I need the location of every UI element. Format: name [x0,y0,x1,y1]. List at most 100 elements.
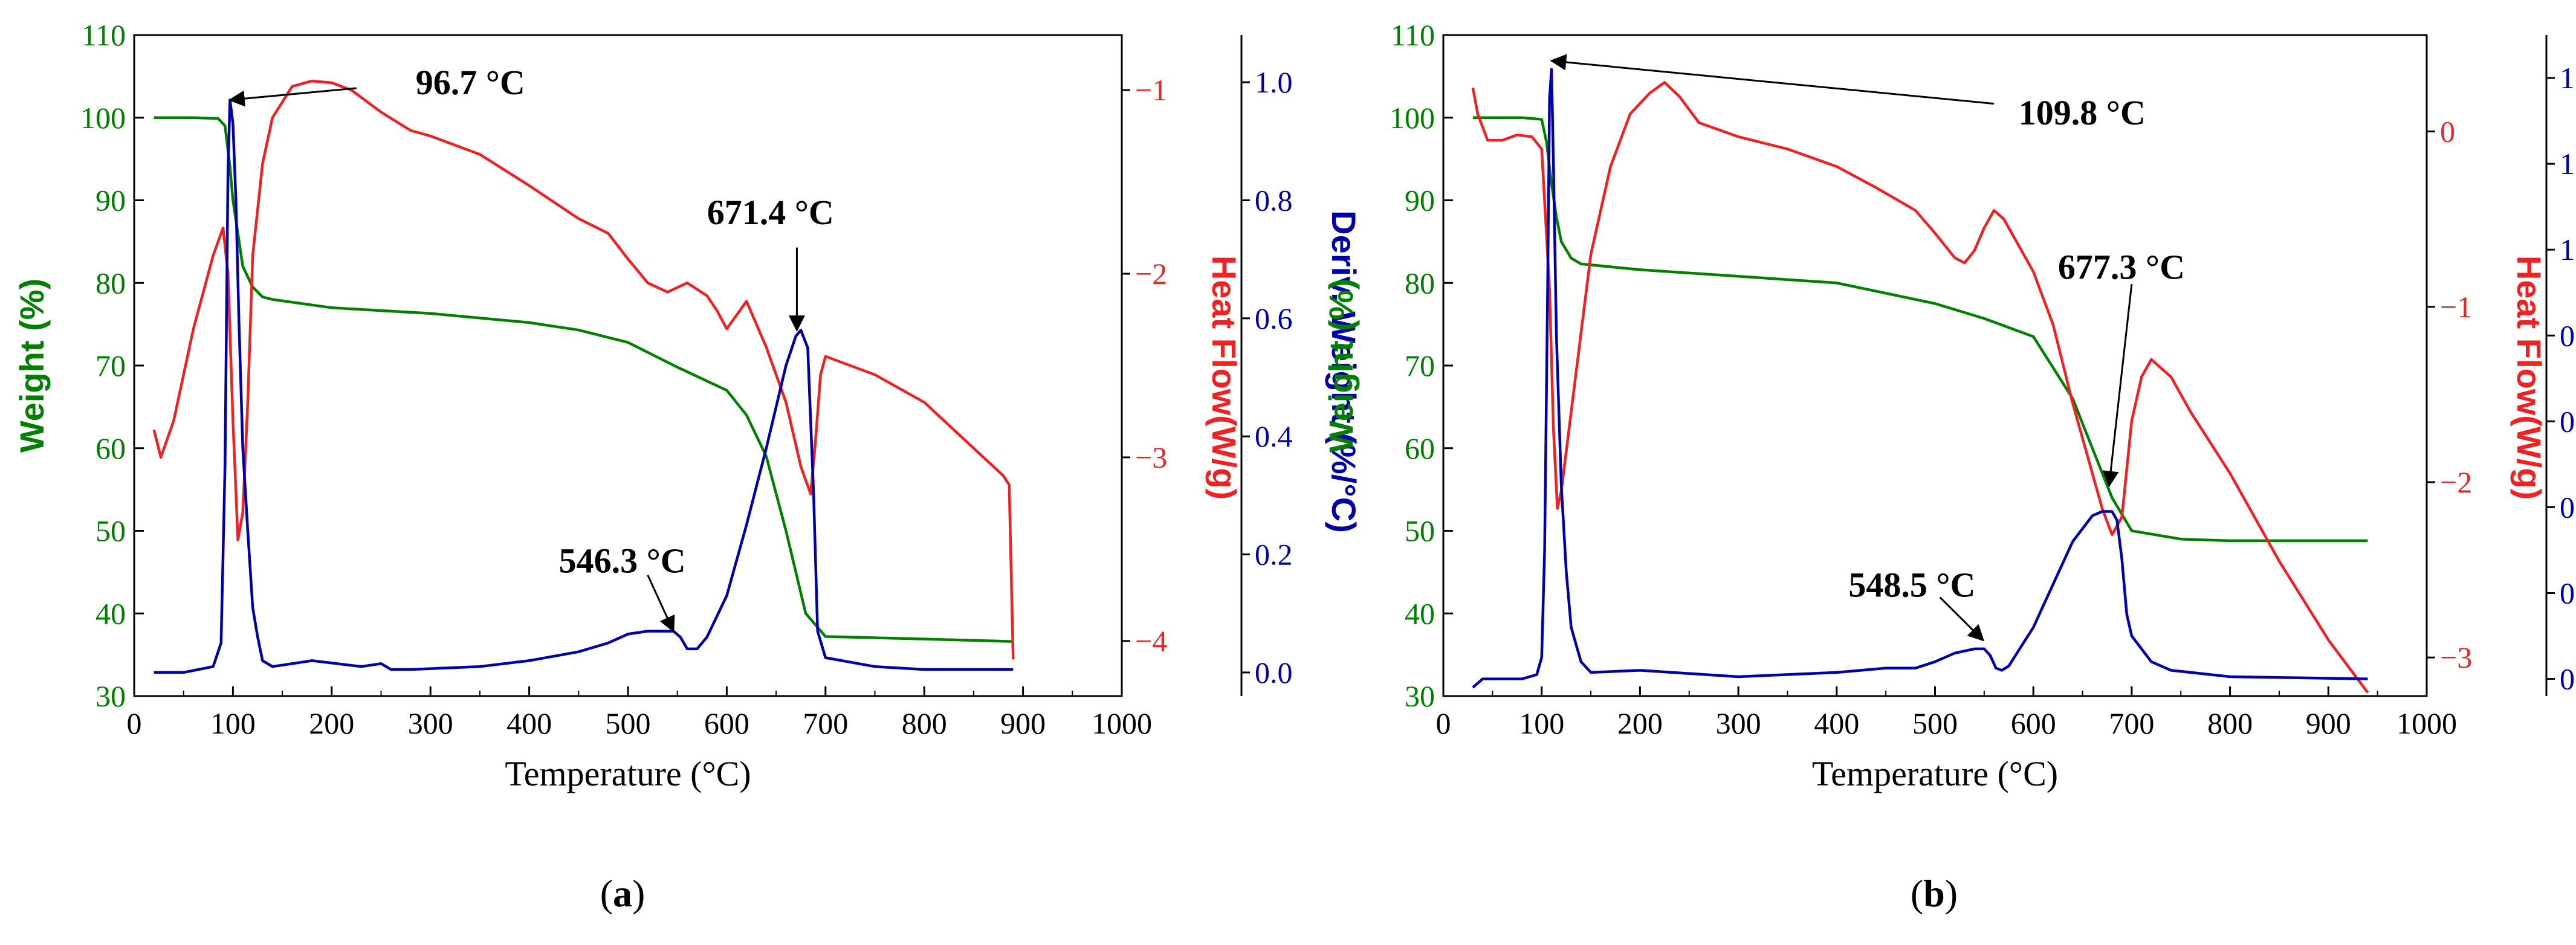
weight-axis-label: Weight (%) [1322,279,1360,453]
weight-axis: 30 40 50 60 70 80 90 100 110 Weight (%) [1322,18,1453,713]
x-tick-label: 200 [1617,706,1663,740]
x-tick-label: 300 [1716,706,1761,740]
x-tick-label: 1000 [1092,706,1152,740]
heat-tick-label: −3 [1135,440,1167,474]
deriv-weight-curve [154,98,1014,674]
x-tick-label: 900 [2306,706,2351,740]
peak-annotation: 109.8 °C [1550,54,2146,132]
panel-b-chart: 0 100 200 300 400 500 600 700 800 900 1000Temperat… [1322,18,2576,915]
heat-tick-label: −4 [1135,624,1167,658]
heat-flow-axis-label: Heat Flow(W/g) [1205,256,1243,500]
x-tick-label: 300 [408,706,453,740]
deriv-tick-label: 0.2 [2560,576,2576,610]
panel-label-close: ) [632,872,645,915]
weight-tick-label: 110 [1391,18,1435,52]
panel-label: (a) [600,872,646,915]
weight-tick-label: 110 [82,18,126,52]
weight-tick-label: 90 [95,184,126,218]
deriv-weight-curve [1472,68,2368,689]
heat-flow-curve [1471,81,2369,694]
heat-flow-curve [152,79,1015,660]
heat-tick-label: −2 [1135,257,1167,291]
x-tick-label: 500 [606,706,651,740]
annotation-label: 548.5 °C [1848,565,1975,604]
peak-annotation: 546.3 °C [559,541,686,633]
weight-tick-label: 40 [1405,596,1435,630]
weight-tick-label: 60 [1405,431,1435,465]
x-axis-label: Temperature (°C) [1812,754,2058,793]
heat-flow-axis-label: Heat Flow(W/g) [2510,256,2548,500]
annotation-arrow [228,87,357,107]
deriv-tick-label: 0.0 [1255,656,1293,689]
panel-a-chart: 0 100 200 300 400 500 600 700 800 900 1000 Temperat… [13,18,1363,915]
x-axis-label: Temperature (°C) [505,754,751,793]
x-tick-label: 700 [2109,706,2154,740]
deriv-tick-label: 0.8 [1255,184,1293,218]
heat-tick-label: −1 [2440,290,2472,324]
deriv-weight-axis: 0.0 0.2 0.4 0.6 0.8 1.0 Deriv. Weight (%/°C) [1240,35,1363,696]
panel-label-open: ( [600,872,613,915]
annotation-arrow [1550,54,1995,105]
annotation-label: 546.3 °C [559,541,686,580]
x-tick-label: 100 [210,706,256,740]
weight-tick-label: 60 [95,431,126,465]
peak-annotation: 671.4 °C [707,193,834,332]
plot-frame [133,34,1123,697]
x-tick-label: 500 [1912,706,1958,740]
panel-label-close: ) [1945,872,1958,915]
peak-annotation: 677.3 °C [2058,248,2185,488]
heat-tick-label: −2 [2440,465,2472,499]
weight-tick-label: 30 [95,679,126,713]
annotation-arrow [2102,283,2133,488]
x-tick-label: 600 [704,706,749,740]
annotation-label: 109.8 °C [2019,93,2146,132]
x-axis: 0 100 200 300 400 500 600 700 800 900 1000 Temperat… [1436,686,2457,793]
deriv-tick-label: 0.6 [1255,302,1293,335]
deriv-tick-label: 1.2 [2560,147,2576,181]
weight-tick-label: 70 [1405,349,1435,382]
weight-tick-label: 80 [1405,266,1435,300]
x-tick-label: 600 [2011,706,2056,740]
x-tick-label: 800 [902,706,947,740]
peak-annotation: 548.5 °C [1848,565,1985,642]
annotation-label: 671.4 °C [707,193,834,232]
x-tick-label: 200 [309,706,354,740]
weight-axis: 30 40 50 60 70 80 90 100 110 Weight (%) [13,18,144,713]
weight-tick-label: 90 [1405,184,1435,218]
deriv-tick-label: 1.4 [2560,61,2576,95]
panel-label: (b) [1911,872,1958,915]
peak-annotation: 96.7 °C [228,63,525,107]
heat-tick-label: 0 [2440,115,2455,149]
x-tick-label: 700 [803,706,848,740]
weight-tick-label: 100 [80,101,126,135]
x-tick-label: 400 [506,706,552,740]
deriv-tick-label: 1.0 [2560,233,2576,266]
deriv-tick-label: 0.4 [2560,490,2576,524]
weight-tick-label: 50 [1405,514,1435,548]
heat-flow-axis: 0 −1 −2 −3 Heat Flow(W/g) [2427,115,2548,674]
weight-tick-label: 30 [1405,679,1435,713]
panel-label-letter: a [613,872,632,915]
weight-tick-label: 80 [95,266,126,300]
x-tick-label: 800 [2207,706,2253,740]
deriv-tick-label: 0.0 [2560,662,2576,696]
weight-tick-label: 100 [1390,101,1435,135]
annotation-label: 677.3 °C [2058,248,2185,287]
heat-tick-label: −1 [1135,73,1167,107]
heat-flow-axis: −1 −2 −3 −4 Heat Flow(W/g) [1122,73,1243,658]
deriv-tick-label: 0.2 [1255,538,1293,572]
x-tick-label: 400 [1814,706,1859,740]
panel-label-open: ( [1911,872,1923,915]
annotation-arrow [1939,596,1985,642]
x-tick-label: 0 [127,706,142,740]
panel-label-letter: b [1923,872,1945,915]
heat-tick-label: −3 [2440,640,2472,674]
annotation-arrow [647,575,675,633]
x-tick-label: 900 [1000,706,1046,740]
weight-tick-label: 50 [95,514,126,548]
weight-tick-label: 40 [95,596,126,630]
deriv-weight-axis: 0.00.20.40.60.81.01.21.4Deriv. Weight (%… [2545,35,2576,696]
deriv-tick-label: 0.6 [2560,404,2576,438]
x-axis: 0 100 200 300 400 500 600 700 800 900 1000 Temperat… [127,686,1152,793]
